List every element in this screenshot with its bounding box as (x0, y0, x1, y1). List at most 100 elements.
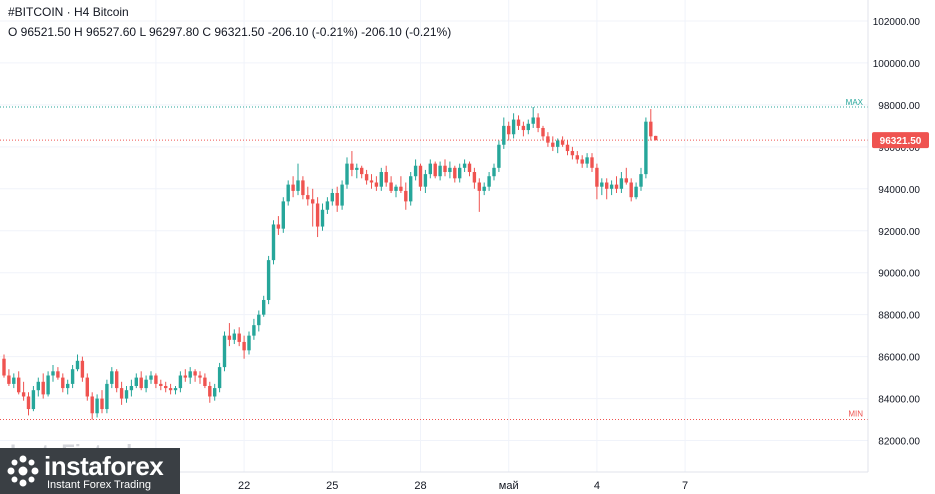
candle-body (433, 163, 437, 177)
candle-body (350, 163, 354, 170)
last-price-badge-bg (872, 132, 929, 149)
candle-body (213, 388, 217, 397)
candle (198, 371, 202, 384)
instaforex-logo: instaforex Instant Forex Trading (0, 448, 180, 494)
candle (477, 178, 481, 212)
candle-body (75, 360, 80, 370)
candle-body (546, 136, 550, 143)
candle-body (502, 125, 506, 145)
candle (624, 167, 628, 185)
x-tick-label: 25 (326, 480, 338, 492)
candle-body (531, 117, 535, 124)
candle (315, 197, 320, 238)
candle-body (262, 299, 266, 315)
candle-body (409, 176, 413, 202)
y-tick-label: 92000.00 (878, 227, 920, 238)
candle-body (472, 172, 477, 183)
candle (575, 151, 579, 164)
candle (21, 381, 26, 401)
candle (644, 117, 648, 179)
candle-body (17, 377, 21, 393)
candle (585, 153, 589, 168)
candle (502, 117, 506, 149)
candle (56, 367, 60, 380)
candle-body (286, 184, 290, 202)
candle (379, 167, 383, 191)
candle-body (154, 375, 158, 384)
candle-body (629, 182, 633, 198)
candle (31, 385, 36, 412)
candle (115, 369, 119, 393)
candle (404, 182, 408, 210)
candle-body (428, 163, 432, 175)
candle-body (70, 369, 75, 384)
candle (639, 167, 643, 191)
candle-body (90, 396, 94, 414)
ohlc-readout: O 96521.50 H 96527.60 L 96297.80 C 96321… (8, 25, 452, 39)
candle-body (242, 341, 246, 351)
x-tick-label: 28 (414, 480, 426, 492)
candle (188, 367, 192, 384)
candle (472, 167, 477, 189)
candle-body (389, 182, 393, 191)
candle (232, 329, 236, 345)
candle (580, 155, 584, 168)
candle-body (31, 390, 36, 410)
candle-body (521, 125, 526, 131)
candle-body (134, 377, 138, 386)
candle-body (448, 167, 452, 173)
candle (61, 373, 65, 393)
candle (546, 132, 550, 147)
candle-body (164, 385, 168, 389)
candle-body (458, 167, 462, 179)
candle-body (649, 121, 653, 137)
candle-body (144, 379, 148, 389)
candle-body (536, 117, 540, 128)
price-axis[interactable]: 82000.00 84000.00 86000.00 88000.00 90000.00… (867, 0, 929, 472)
y-tick-label: 100000.00 (873, 59, 921, 70)
candle-body (276, 224, 281, 229)
candle-body (124, 390, 129, 399)
candle-body (605, 182, 609, 189)
candle-body (443, 165, 447, 173)
candle (453, 165, 457, 183)
candle-body (497, 144, 501, 168)
candle (173, 385, 178, 395)
candle-body (237, 333, 241, 342)
candle (629, 178, 633, 202)
candle (51, 365, 55, 382)
candle (66, 379, 70, 395)
min-level-label: MIN (848, 410, 863, 419)
candle (433, 161, 437, 179)
candle (262, 295, 266, 317)
candle-body (462, 163, 467, 168)
candle-body (46, 375, 50, 395)
candle (291, 176, 295, 198)
candle (139, 371, 143, 391)
candle (521, 121, 526, 137)
candle (551, 136, 555, 152)
candle (614, 176, 619, 193)
candle-body (654, 135, 658, 141)
candle-body (26, 396, 31, 410)
candle (100, 390, 104, 414)
candle-body (325, 201, 330, 210)
candle-body (105, 383, 109, 410)
grid-lines (0, 0, 868, 472)
candle (95, 394, 99, 418)
symbol-separator: · (63, 5, 75, 19)
candle (497, 140, 501, 173)
candle (374, 176, 379, 191)
candle (296, 163, 300, 196)
candle-body (609, 184, 614, 189)
candle (482, 182, 486, 196)
candle (217, 362, 222, 393)
candle-body (575, 155, 579, 160)
candle-body (541, 127, 545, 137)
candle-body (379, 172, 383, 187)
candle-body (453, 167, 457, 179)
candle (213, 383, 217, 401)
candle-body (80, 360, 85, 378)
candle (306, 186, 310, 206)
